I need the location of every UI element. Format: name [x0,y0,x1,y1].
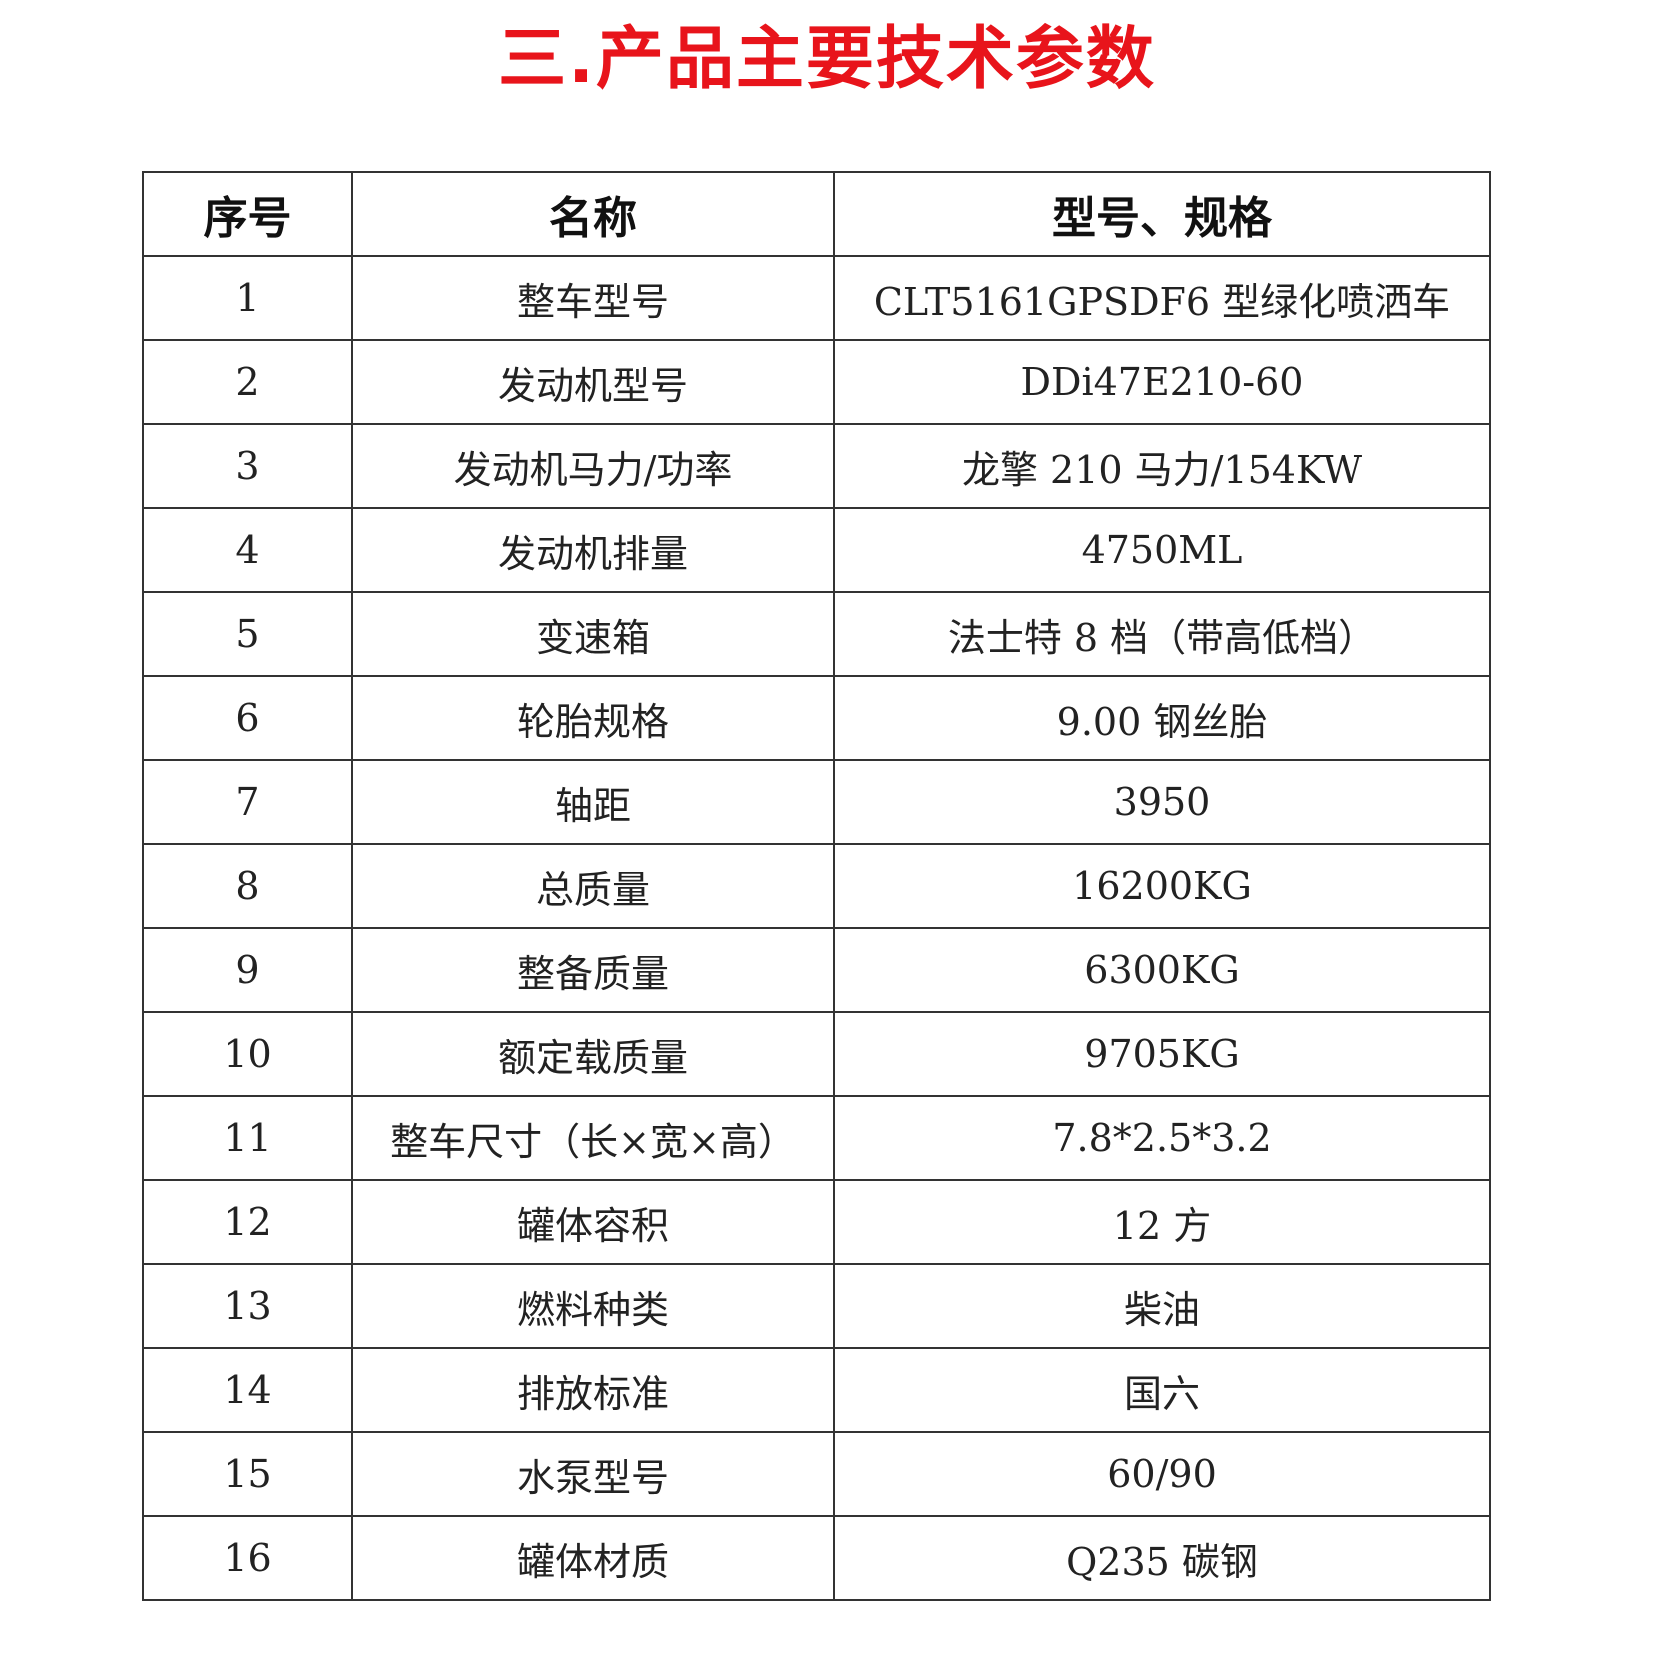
table-row: 16 罐体材质 Q235 碳钢 [142,1515,1491,1601]
table-cell: 15 [142,1431,353,1517]
table-cell: 1 [142,255,353,341]
table-cell: 8 [142,843,353,929]
table-cell: 罐体材质 [351,1515,835,1601]
page-title: 三.产品主要技术参数 [498,20,1156,99]
table-cell: 整车尺寸（长×宽×高） [351,1095,835,1181]
table-cell: 12 方 [833,1179,1491,1265]
table-cell: 变速箱 [351,591,835,677]
table-cell: 6300KG [833,927,1491,1013]
table-cell: 12 [142,1179,353,1265]
table-cell: DDi47E210-60 [833,339,1491,425]
table-cell: 水泵型号 [351,1431,835,1517]
table-cell: 7.8*2.5*3.2 [833,1095,1491,1181]
table-row: 10 额定载质量 9705KG [142,1011,1491,1097]
table-cell: 发动机型号 [351,339,835,425]
table-row: 1 整车型号 CLT5161GPSDF6 型绿化喷洒车 [142,255,1491,341]
table-row: 13 燃料种类 柴油 [142,1263,1491,1349]
table-cell: 3950 [833,759,1491,845]
table-cell: 发动机马力/功率 [351,423,835,509]
table-row: 3 发动机马力/功率 龙擎 210 马力/154KW [142,423,1491,509]
table-cell: 2 [142,339,353,425]
header-row: 序号 名称 型号、规格 [142,171,1491,257]
table-cell: 9705KG [833,1011,1491,1097]
table-cell: 4750ML [833,507,1491,593]
table-cell: 7 [142,759,353,845]
table-cell: 10 [142,1011,353,1097]
table-cell: 16200KG [833,843,1491,929]
table-cell: 60/90 [833,1431,1491,1517]
table-cell: 11 [142,1095,353,1181]
table-cell: 9.00 钢丝胎 [833,675,1491,761]
table-cell: 排放标准 [351,1347,835,1433]
column-header: 名称 [351,171,835,257]
table-cell: 4 [142,507,353,593]
table-row: 2 发动机型号 DDi47E210-60 [142,339,1491,425]
table-cell: 燃料种类 [351,1263,835,1349]
table-cell: 13 [142,1263,353,1349]
column-header: 型号、规格 [833,171,1491,257]
table-cell: 9 [142,927,353,1013]
table-cell: 轮胎规格 [351,675,835,761]
table-cell: 国六 [833,1347,1491,1433]
table-cell: 6 [142,675,353,761]
table-cell: 整车型号 [351,255,835,341]
spec-table: 序号 名称 型号、规格 1 整车型号 CLT5161GPSDF6 型绿化喷洒车 2 发动机型… [142,171,1491,1601]
table-row: 12 罐体容积 12 方 [142,1179,1491,1265]
table-cell: CLT5161GPSDF6 型绿化喷洒车 [833,255,1491,341]
table-cell: 14 [142,1347,353,1433]
table-cell: 总质量 [351,843,835,929]
table-cell: 罐体容积 [351,1179,835,1265]
table-cell: 法士特 8 档（带高低档） [833,591,1491,677]
table-cell: 轴距 [351,759,835,845]
column-header: 序号 [142,171,353,257]
table-cell: Q235 碳钢 [833,1515,1491,1601]
table-row: 11 整车尺寸（长×宽×高） 7.8*2.5*3.2 [142,1095,1491,1181]
table-row: 15 水泵型号 60/90 [142,1431,1491,1517]
table-cell: 发动机排量 [351,507,835,593]
table-row: 4 发动机排量 4750ML [142,507,1491,593]
table-row: 7 轴距 3950 [142,759,1491,845]
table-row: 14 排放标准 国六 [142,1347,1491,1433]
table-cell: 柴油 [833,1263,1491,1349]
table-cell: 龙擎 210 马力/154KW [833,423,1491,509]
table-cell: 额定载质量 [351,1011,835,1097]
table-cell: 整备质量 [351,927,835,1013]
table-row: 5 变速箱 法士特 8 档（带高低档） [142,591,1491,677]
table-cell: 3 [142,423,353,509]
table-row: 9 整备质量 6300KG [142,927,1491,1013]
table-cell: 5 [142,591,353,677]
table-row: 8 总质量 16200KG [142,843,1491,929]
table-row: 6 轮胎规格 9.00 钢丝胎 [142,675,1491,761]
table-cell: 16 [142,1515,353,1601]
